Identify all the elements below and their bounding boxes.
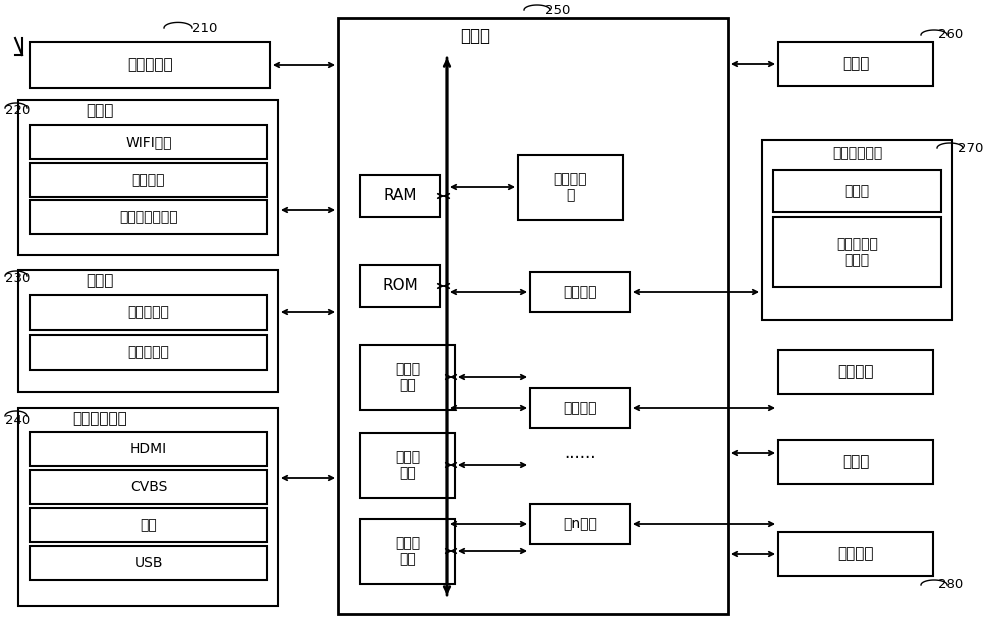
Bar <box>30 546 267 580</box>
Text: 270: 270 <box>958 141 983 155</box>
Bar <box>30 335 267 370</box>
Text: 图形处
理器: 图形处 理器 <box>395 450 420 481</box>
Text: ROM: ROM <box>382 278 418 294</box>
Text: 扬声器: 扬声器 <box>844 184 870 198</box>
Text: 音频输出接口: 音频输出接口 <box>832 146 882 160</box>
Text: 220: 220 <box>5 103 30 117</box>
Text: 显示器: 显示器 <box>842 56 869 72</box>
Text: 声音采集器: 声音采集器 <box>128 306 169 320</box>
Text: 分量: 分量 <box>140 518 157 532</box>
Bar <box>18 270 278 392</box>
Text: 有线以太网模块: 有线以太网模块 <box>119 210 178 224</box>
Bar <box>778 532 933 576</box>
Bar <box>30 200 267 234</box>
Text: RAM: RAM <box>383 188 417 204</box>
Text: 230: 230 <box>5 271 30 285</box>
Text: ......: ...... <box>564 444 596 462</box>
Text: HDMI: HDMI <box>130 442 167 456</box>
Text: CVBS: CVBS <box>130 480 167 494</box>
Bar <box>530 388 630 428</box>
Bar <box>30 163 267 197</box>
Bar <box>30 470 267 504</box>
Text: 260: 260 <box>938 29 963 41</box>
Bar <box>360 519 455 584</box>
Text: 控制器: 控制器 <box>460 27 490 45</box>
Text: 210: 210 <box>192 22 217 34</box>
Text: 调谐解调器: 调谐解调器 <box>127 58 173 72</box>
Text: 蓝牙模块: 蓝牙模块 <box>132 173 165 187</box>
Text: 音频处
理器: 音频处 理器 <box>395 536 420 567</box>
Text: 280: 280 <box>938 578 963 592</box>
Text: WIFI模块: WIFI模块 <box>125 135 172 149</box>
Text: 外部装置接口: 外部装置接口 <box>73 411 127 427</box>
Bar <box>18 408 278 606</box>
Bar <box>773 170 941 212</box>
Bar <box>30 295 267 330</box>
Text: 第n接口: 第n接口 <box>563 517 597 531</box>
Bar <box>30 42 270 88</box>
Bar <box>360 345 455 410</box>
Text: 通信器: 通信器 <box>86 103 114 119</box>
Bar <box>778 42 933 86</box>
Bar <box>30 508 267 542</box>
Text: 视频处
理器: 视频处 理器 <box>395 363 420 392</box>
Text: 240: 240 <box>5 413 30 427</box>
Text: USB: USB <box>134 556 163 570</box>
Text: 中央处理
器: 中央处理 器 <box>554 172 587 203</box>
Bar <box>778 350 933 394</box>
Bar <box>773 217 941 287</box>
Text: 图像采集器: 图像采集器 <box>128 346 169 359</box>
Text: 用户接口: 用户接口 <box>837 547 874 562</box>
Text: 外接音响输
出端子: 外接音响输 出端子 <box>836 237 878 267</box>
Text: 检测器: 检测器 <box>86 273 114 288</box>
Bar <box>518 155 623 220</box>
Bar <box>762 140 952 320</box>
Bar <box>30 125 267 159</box>
Bar <box>338 18 728 614</box>
Bar <box>360 175 440 217</box>
Bar <box>360 433 455 498</box>
Bar <box>530 272 630 312</box>
Bar <box>30 432 267 466</box>
Bar <box>18 100 278 255</box>
Text: 第一接口: 第一接口 <box>563 285 597 299</box>
Bar <box>530 504 630 544</box>
Text: 第二接口: 第二接口 <box>563 401 597 415</box>
Text: 250: 250 <box>545 4 570 16</box>
Text: 供电电源: 供电电源 <box>837 365 874 380</box>
Text: 存储器: 存储器 <box>842 455 869 470</box>
Bar <box>360 265 440 307</box>
Bar <box>778 440 933 484</box>
